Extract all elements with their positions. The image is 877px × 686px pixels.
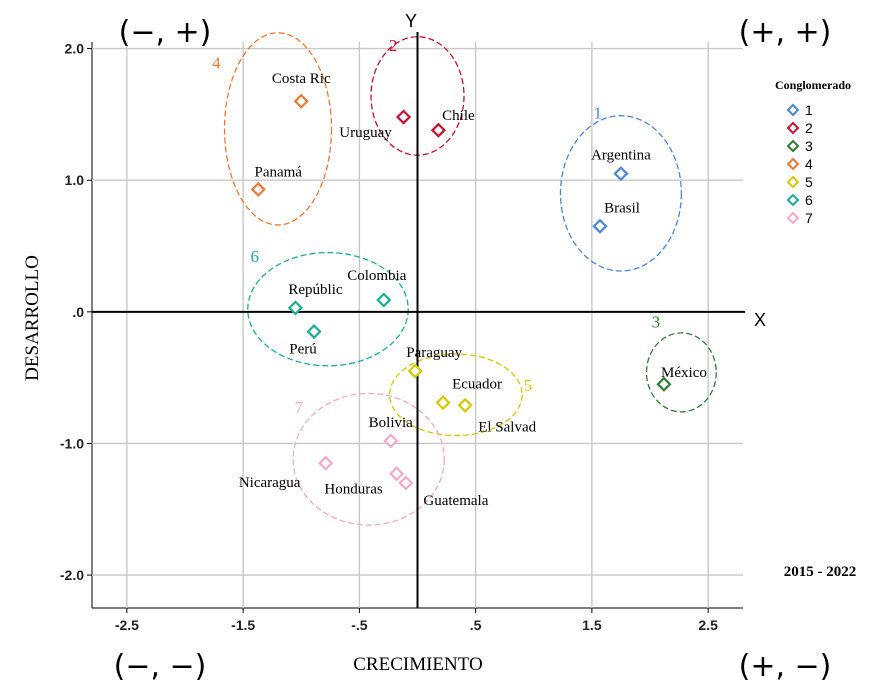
cluster-2-number: 2 bbox=[389, 36, 398, 55]
legend-marker-4 bbox=[786, 157, 800, 171]
point-label: Brasil bbox=[604, 200, 640, 216]
cluster-3-number: 3 bbox=[652, 313, 661, 332]
cluster-1-number: 1 bbox=[593, 103, 602, 122]
cluster-5-circle bbox=[388, 353, 523, 437]
point-label: Paraguay bbox=[406, 345, 462, 361]
y-tick-label: -2.0 bbox=[60, 567, 84, 583]
point-labels: 1 2 3 4 5 6 7 Argentina Brasil Uruguay Chile México… bbox=[212, 36, 707, 509]
point-per- bbox=[306, 324, 322, 340]
point-paraguay bbox=[407, 363, 423, 379]
legend-label-6: 6 bbox=[805, 192, 813, 208]
point-label: Perú bbox=[289, 342, 317, 358]
quadrant-top-left: (−, +) bbox=[119, 15, 212, 50]
point-label: Ecuador bbox=[452, 377, 502, 393]
cluster-4-circle bbox=[223, 32, 333, 226]
point-panam- bbox=[250, 181, 266, 197]
point-guatemala bbox=[398, 475, 414, 491]
x-tick-label: 1.5 bbox=[582, 617, 602, 633]
period-label: 2015 - 2022 bbox=[784, 564, 857, 580]
legend-marker-7 bbox=[786, 211, 800, 225]
point-label: México bbox=[661, 365, 707, 381]
quadrant-top-right: (+, +) bbox=[739, 15, 832, 50]
x-axis-title: CRECIMIENTO bbox=[353, 654, 482, 675]
x-axis-name: X bbox=[754, 310, 766, 330]
legend-label-2: 2 bbox=[805, 120, 813, 136]
legend-label-4: 4 bbox=[805, 156, 813, 172]
cluster-7-circle bbox=[292, 392, 445, 526]
legend-title: Conglomerado bbox=[775, 78, 851, 92]
x-tick-label: 2.5 bbox=[698, 617, 718, 633]
legend-label-5: 5 bbox=[805, 174, 813, 190]
legend-marker-3 bbox=[786, 139, 800, 153]
y-tick-label: 2.0 bbox=[65, 41, 85, 57]
point-bolivia bbox=[383, 433, 399, 449]
point-rep-blic bbox=[287, 300, 303, 316]
cluster-5-number: 5 bbox=[524, 376, 533, 395]
quadrant-bottom-left: (−, −) bbox=[114, 649, 207, 684]
point-ecuador bbox=[435, 395, 451, 411]
cluster-6-number: 6 bbox=[251, 247, 260, 266]
data-points bbox=[250, 93, 672, 491]
x-tick-label: .5 bbox=[470, 617, 482, 633]
point-label: Nicaragua bbox=[239, 475, 301, 491]
y-axis-name: Y bbox=[405, 11, 417, 31]
y-axis-title: DESARROLLO bbox=[22, 255, 43, 381]
point-label: Guatemala bbox=[423, 493, 488, 509]
x-tick-label: -1.5 bbox=[231, 617, 255, 633]
cluster-6-circle bbox=[247, 251, 409, 367]
y-tick-label: 1.0 bbox=[65, 172, 85, 188]
point-label: Bolivia bbox=[369, 415, 414, 431]
legend-marker-5 bbox=[786, 175, 800, 189]
legend-marker-1 bbox=[786, 103, 800, 117]
point-brasil bbox=[592, 218, 608, 234]
x-tick-label: -.5 bbox=[351, 617, 368, 633]
point-label: Repúblic bbox=[288, 282, 342, 298]
point-label: El Salvad bbox=[478, 419, 536, 435]
cluster-3-circle bbox=[645, 332, 717, 413]
cluster-4-number: 4 bbox=[212, 53, 221, 72]
cluster-7-number: 7 bbox=[295, 398, 304, 417]
legend-label-1: 1 bbox=[805, 102, 813, 118]
y-tick-label: .0 bbox=[72, 304, 84, 320]
legend-label-7: 7 bbox=[805, 210, 813, 226]
axes bbox=[92, 32, 745, 608]
point-chile bbox=[430, 122, 446, 138]
legend-label-3: 3 bbox=[805, 138, 813, 154]
point-costa-ric bbox=[293, 93, 309, 109]
point-label: Honduras bbox=[324, 482, 382, 498]
cluster-1-circle bbox=[559, 115, 683, 272]
tick-labels: -2.5 -1.5 -.5 .5 1.5 2.5 2.0 1.0 .0 -1.0 -2.0 bbox=[60, 41, 718, 633]
point-argentina bbox=[613, 166, 629, 182]
point-m-xico bbox=[656, 376, 672, 392]
quadrant-bottom-right: (+, −) bbox=[739, 649, 832, 684]
point-nicaragua bbox=[318, 455, 334, 471]
grid bbox=[87, 42, 743, 613]
point-uruguay bbox=[395, 109, 412, 125]
y-tick-label: -1.0 bbox=[60, 435, 84, 451]
legend-marker-2 bbox=[786, 121, 800, 135]
point-label: Uruguay bbox=[339, 125, 392, 141]
point-label: Colombia bbox=[347, 268, 407, 284]
point-colombia bbox=[376, 292, 392, 308]
point-label: Argentina bbox=[591, 148, 651, 164]
point-label: Chile bbox=[442, 108, 475, 124]
legend: 1 2 3 4 5 6 7 bbox=[786, 102, 813, 226]
x-tick-label: -2.5 bbox=[115, 617, 139, 633]
legend-marker-6 bbox=[786, 193, 800, 207]
point-el-salvad bbox=[457, 397, 473, 413]
cluster-circles bbox=[223, 32, 717, 526]
point-label: Costa Ric bbox=[272, 71, 331, 87]
point-honduras bbox=[389, 466, 405, 482]
point-label: Panamá bbox=[254, 164, 302, 180]
